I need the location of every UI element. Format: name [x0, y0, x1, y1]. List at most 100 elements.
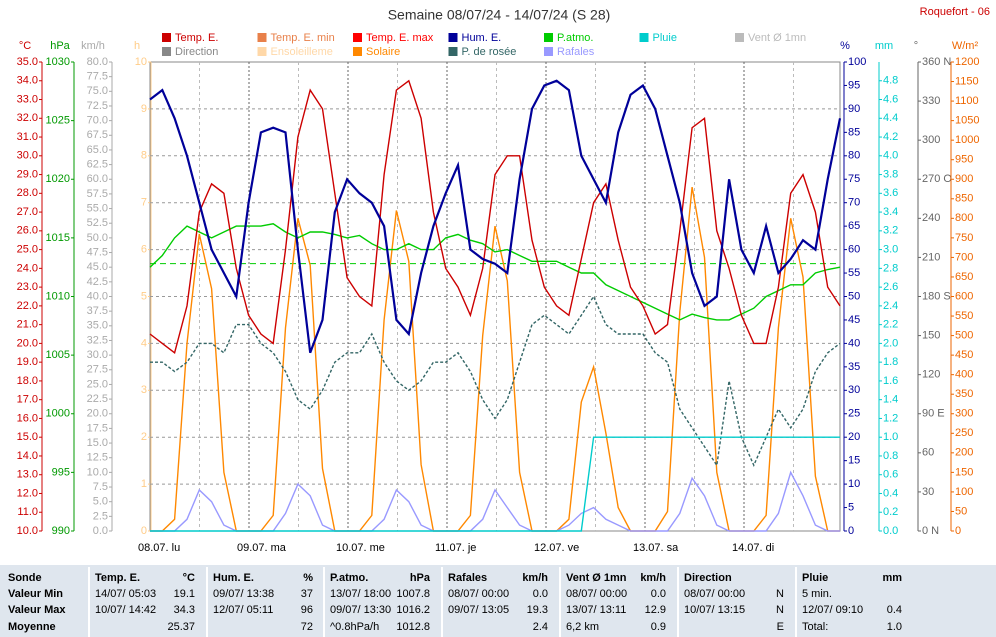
- tick-label: 15.0: [17, 431, 38, 443]
- legend-swatch: [448, 47, 458, 56]
- tick-label: 30: [922, 486, 934, 498]
- tick-label: 250: [955, 427, 973, 439]
- tick-label: 45: [848, 314, 860, 326]
- tick-label: 2.2: [883, 319, 898, 331]
- table-cell: 19.3: [527, 604, 548, 616]
- table-cell: 1012.8: [396, 621, 430, 633]
- tick-label: 28.0: [17, 187, 38, 199]
- tick-label: 20: [848, 431, 860, 443]
- tick-label: 4.2: [883, 131, 898, 143]
- tick-label: 65.0: [87, 144, 108, 156]
- legend-label: P. de rosée: [462, 46, 517, 58]
- tick-label: 27.0: [17, 206, 38, 218]
- tick-label: 14.0: [17, 450, 38, 462]
- tick-label: 22.0: [17, 300, 38, 312]
- tick-label: 55.0: [87, 202, 108, 214]
- table-background: [0, 565, 996, 637]
- tick-label: 270 O: [922, 173, 952, 185]
- tick-label: 600: [955, 290, 973, 302]
- tick-label: 20.0: [87, 408, 108, 420]
- table-cell: 72: [301, 621, 313, 633]
- tick-label: 57.5: [87, 188, 108, 200]
- axis-title: W/m²: [952, 40, 979, 52]
- tick-label: 650: [955, 271, 973, 283]
- tick-label: 0: [955, 525, 961, 537]
- tick-label: 75: [848, 173, 860, 185]
- tick-label: 45.0: [87, 261, 108, 273]
- column-unit: km/h: [640, 572, 666, 584]
- tick-label: 5: [848, 501, 854, 513]
- tick-label: 90 E: [922, 408, 945, 420]
- tick-label: 40: [848, 337, 860, 349]
- tick-label: 10: [848, 478, 860, 490]
- tick-label: 35.0: [17, 56, 38, 68]
- table-cell: 09/07/ 13:30: [330, 604, 391, 616]
- tick-label: 9: [141, 103, 147, 115]
- tick-label: 13.0: [17, 469, 38, 481]
- tick-label: 3.8: [883, 168, 898, 180]
- table-cell: 09/07/ 13:38: [213, 588, 274, 600]
- tick-label: 1.4: [883, 394, 898, 406]
- table-cell: 2.4: [533, 621, 548, 633]
- tick-label: 2.5: [93, 510, 108, 522]
- tick-label: 3.4: [883, 206, 898, 218]
- tick-label: 240: [922, 212, 940, 224]
- tick-label: 60: [848, 244, 860, 256]
- tick-label: 17.0: [17, 394, 38, 406]
- tick-label: 210: [922, 251, 940, 263]
- tick-label: 300: [955, 408, 973, 420]
- tick-label: 26.0: [17, 225, 38, 237]
- legend-label: Solaire: [366, 46, 400, 58]
- tick-label: 18.0: [17, 375, 38, 387]
- tick-label: 50.0: [87, 232, 108, 244]
- tick-label: 0.4: [883, 487, 898, 499]
- column-title: Hum. E.: [213, 572, 254, 584]
- tick-label: 4.8: [883, 75, 898, 87]
- tick-label: 500: [955, 329, 973, 341]
- tick-label: 10.0: [17, 525, 38, 537]
- column-title: Temp. E.: [95, 572, 140, 584]
- axis-title: °C: [19, 40, 31, 52]
- tick-label: 55: [848, 267, 860, 279]
- tick-label: 1.8: [883, 356, 898, 368]
- tick-label: 0: [141, 525, 147, 537]
- tick-label: 750: [955, 232, 973, 244]
- legend-swatch: [735, 33, 744, 42]
- tick-label: 30.0: [17, 150, 38, 162]
- tick-label: 10: [135, 56, 147, 68]
- tick-label: 80.0: [87, 56, 108, 68]
- tick-label: 24.0: [17, 262, 38, 274]
- legend-label: P.atmo.: [557, 32, 594, 44]
- tick-label: 62.5: [87, 159, 108, 171]
- tick-label: 15: [848, 455, 860, 467]
- table-cell: 6,2 km: [566, 621, 599, 633]
- tick-label: 7.5: [93, 481, 108, 493]
- legend-swatch: [448, 33, 458, 42]
- table-cell: 10/07/ 13:15: [684, 604, 745, 616]
- tick-label: 2: [141, 431, 147, 443]
- tick-label: 0: [848, 525, 854, 537]
- tick-label: 25.0: [17, 244, 38, 256]
- tick-label: 1000: [955, 134, 979, 146]
- tick-label: 150: [955, 466, 973, 478]
- chart-title: Semaine 08/07/24 - 14/07/24 (S 28): [388, 7, 611, 23]
- tick-label: 5: [141, 290, 147, 302]
- tick-label: 1050: [955, 115, 979, 127]
- legend-swatch: [257, 33, 267, 42]
- column-unit: °C: [183, 572, 195, 584]
- tick-label: 800: [955, 212, 973, 224]
- tick-label: 19.0: [17, 356, 38, 368]
- table-cell: 96: [301, 604, 313, 616]
- tick-label: 2.8: [883, 262, 898, 274]
- column-title: Rafales: [448, 572, 487, 584]
- tick-label: 3.2: [883, 225, 898, 237]
- tick-label: 1000: [46, 408, 70, 420]
- table-cell: 25.37: [167, 621, 195, 633]
- tick-label: 0 N: [922, 525, 939, 537]
- tick-label: 1010: [46, 290, 70, 302]
- tick-label: 25.0: [87, 378, 108, 390]
- tick-label: 4: [141, 337, 147, 349]
- tick-label: 1.6: [883, 375, 898, 387]
- tick-label: 17.5: [87, 422, 108, 434]
- column-unit: km/h: [522, 572, 548, 584]
